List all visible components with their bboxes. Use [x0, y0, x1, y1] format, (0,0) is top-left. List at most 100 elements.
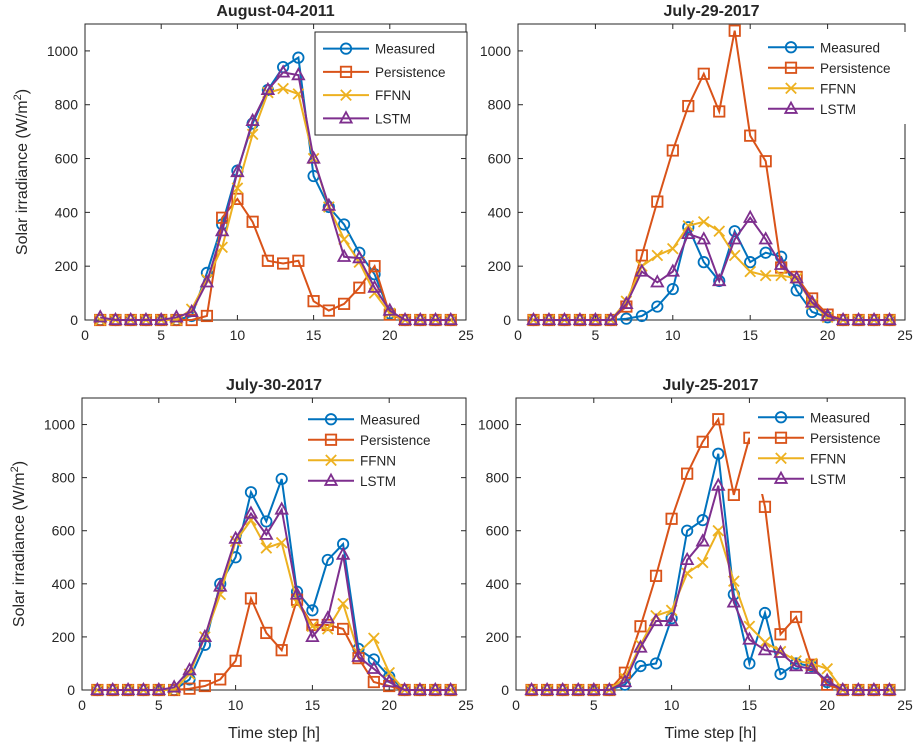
data-point-persistence — [292, 254, 305, 267]
data-point-measured — [337, 218, 351, 231]
legend-marker-persistence — [324, 433, 338, 446]
legend-label-lstm: LSTM — [820, 102, 856, 117]
data-point-persistence — [200, 309, 214, 323]
data-point-lstm — [633, 639, 648, 653]
data-point-lstm — [412, 681, 428, 696]
data-point-lstm — [572, 311, 588, 326]
x-axis-label: Time step [h] — [665, 725, 757, 742]
y-tick-label: 600 — [486, 523, 510, 539]
data-point-lstm — [882, 681, 897, 696]
legend-marker-measured — [339, 42, 353, 55]
data-point-ffnn — [759, 269, 772, 282]
data-point-lstm — [866, 681, 882, 696]
data-point-lstm — [804, 660, 819, 674]
legend-marker-ffnn — [340, 89, 352, 101]
data-point-ffnn — [728, 249, 741, 262]
legend-marker-persistence — [774, 431, 788, 444]
data-point-measured — [321, 553, 334, 567]
data-point-persistence — [666, 144, 679, 157]
data-point-measured — [682, 221, 695, 234]
data-point-lstm — [524, 681, 539, 696]
y-tick-label: 1000 — [478, 417, 509, 433]
data-point-persistence — [353, 281, 366, 294]
data-point-lstm — [274, 501, 289, 515]
data-point-persistence — [244, 592, 258, 605]
y-tick-label: 1000 — [47, 43, 78, 59]
data-point-persistence — [712, 413, 725, 426]
legend: Measured Persistence FFNN LSTM — [750, 402, 900, 494]
data-point-lstm — [289, 586, 305, 600]
data-point-lstm — [819, 672, 835, 686]
data-point-measured — [697, 256, 710, 269]
x-tick-label: 0 — [78, 697, 86, 713]
data-point-lstm — [789, 270, 804, 284]
series-lstm — [93, 64, 458, 326]
data-point-persistence — [759, 155, 772, 168]
data-point-lstm — [835, 311, 851, 326]
data-point-persistence — [337, 297, 351, 310]
data-point-lstm — [259, 526, 274, 540]
x-tick-label: 25 — [458, 697, 474, 713]
data-point-lstm — [305, 628, 320, 643]
data-point-lstm — [397, 681, 412, 696]
data-point-lstm — [182, 662, 197, 676]
data-point-ffnn — [713, 225, 726, 238]
chart-panel-1: 0 5 10 15 20 25 0 200 400 600 800 1000 August-04-201… — [12, 3, 474, 343]
data-point-persistence — [774, 628, 787, 641]
x-tick-label: 5 — [592, 327, 600, 343]
data-point-lstm — [851, 311, 866, 326]
data-point-measured — [759, 246, 772, 259]
data-point-measured — [275, 472, 288, 486]
data-point-lstm — [539, 681, 555, 696]
data-point-lstm — [773, 644, 788, 658]
legend-label-lstm: LSTM — [375, 111, 411, 126]
x-tick-label: 25 — [458, 327, 474, 343]
y-tick-label: 0 — [67, 682, 75, 698]
data-point-lstm — [696, 231, 711, 245]
y-tick-label: 0 — [70, 312, 78, 328]
data-point-ffnn — [383, 666, 396, 679]
data-point-lstm — [413, 311, 428, 326]
data-point-measured — [681, 524, 694, 537]
data-point-lstm — [758, 231, 773, 245]
data-point-persistence — [682, 99, 695, 113]
data-point-lstm — [727, 231, 742, 245]
data-point-lstm — [381, 673, 397, 688]
data-point-lstm — [603, 311, 619, 326]
data-point-persistence — [261, 254, 274, 267]
chart-panel-3: 0 5 10 15 20 25 0 200 400 600 800 1000 July-30-2017 T… — [9, 377, 474, 742]
y-tick-label: 200 — [55, 258, 79, 274]
data-point-lstm — [804, 294, 820, 308]
data-point-ffnn — [337, 597, 349, 610]
data-point-lstm — [617, 673, 633, 688]
x-tick-label: 0 — [81, 327, 89, 343]
data-point-ffnn — [775, 269, 787, 282]
data-point-lstm — [664, 612, 679, 627]
series-lstm — [526, 209, 897, 326]
data-point-lstm — [367, 279, 382, 293]
data-point-lstm — [213, 578, 228, 592]
y-tick-label: 400 — [52, 576, 76, 592]
legend-label-ffnn: FFNN — [375, 88, 411, 103]
legend-label-measured: Measured — [360, 412, 420, 427]
data-point-lstm — [665, 263, 681, 277]
data-point-measured — [244, 486, 258, 499]
data-point-persistence — [229, 654, 242, 667]
data-point-lstm — [151, 681, 167, 696]
data-point-measured — [260, 515, 273, 528]
data-point-lstm — [619, 295, 634, 309]
data-point-lstm — [571, 681, 586, 696]
data-point-lstm — [882, 311, 897, 326]
data-point-lstm — [681, 225, 696, 239]
data-point-persistence — [246, 215, 259, 228]
legend-marker-measured — [774, 411, 788, 424]
y-tick-label: 0 — [503, 312, 511, 328]
data-point-persistence — [634, 620, 647, 633]
data-point-lstm — [820, 307, 835, 322]
data-point-lstm — [711, 477, 726, 491]
y-tick-label: 800 — [488, 97, 512, 113]
legend: Measured Persistence FFNN LSTM — [760, 32, 910, 124]
data-point-lstm — [695, 533, 710, 547]
data-point-lstm — [336, 248, 352, 262]
data-point-lstm — [866, 311, 882, 326]
